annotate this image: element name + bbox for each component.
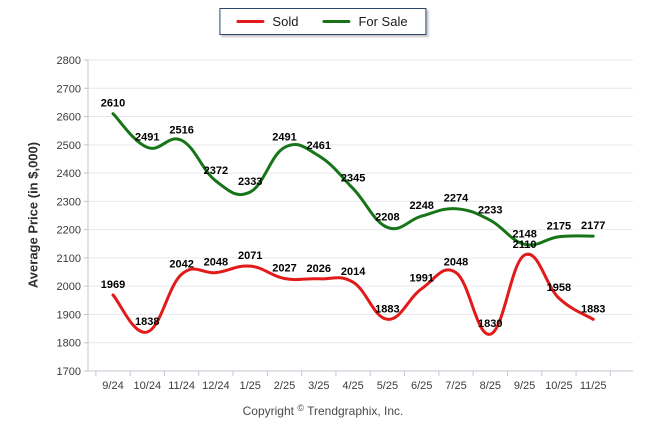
x-tick-label: 12/24 xyxy=(202,380,230,392)
data-label: 2177 xyxy=(581,220,605,232)
y-tick-label: 2500 xyxy=(57,140,81,152)
for-sale-line xyxy=(111,112,595,247)
data-label: 1969 xyxy=(101,279,125,291)
x-tick-label: 8/25 xyxy=(480,380,501,392)
y-tick-label: 1700 xyxy=(57,366,81,378)
x-tick-label: 11/25 xyxy=(580,380,607,392)
x-tick-label: 2/25 xyxy=(274,380,295,392)
data-label: 2274 xyxy=(444,193,469,205)
data-label: 2491 xyxy=(272,131,296,143)
x-tick-label: 10/24 xyxy=(134,380,162,392)
data-label: 1883 xyxy=(375,303,399,315)
data-label: 2345 xyxy=(341,173,365,185)
y-tick-label: 2000 xyxy=(57,281,81,293)
y-tick-label: 2100 xyxy=(57,253,81,265)
data-label: 1883 xyxy=(581,303,605,315)
data-label: 2516 xyxy=(169,124,193,136)
data-label: 2372 xyxy=(204,165,228,177)
y-tick-label: 2700 xyxy=(57,83,81,95)
y-tick-label: 1800 xyxy=(57,338,81,350)
data-label: 2042 xyxy=(169,258,193,270)
data-label: 2491 xyxy=(135,131,159,143)
data-label: 2333 xyxy=(238,176,262,188)
copyright-text: Copyright © Trendgraphix, Inc. xyxy=(0,403,646,418)
x-tick-label: 1/25 xyxy=(239,380,260,392)
copyright-prefix: Copyright xyxy=(242,404,294,418)
copyright-symbol: © xyxy=(297,403,304,413)
x-tick-label: 3/25 xyxy=(308,380,329,392)
sold-line-swatch xyxy=(236,20,265,23)
data-label: 2026 xyxy=(307,263,331,275)
data-label: 2610 xyxy=(101,98,125,110)
data-label: 2248 xyxy=(409,200,433,212)
y-tick-label: 2300 xyxy=(57,196,81,208)
data-label: 2208 xyxy=(375,211,399,223)
x-tick-label: 9/25 xyxy=(514,380,535,392)
x-tick-label: 4/25 xyxy=(342,380,363,392)
y-tick-label: 1900 xyxy=(57,309,81,321)
legend-item-for-sale: For Sale xyxy=(322,14,408,29)
data-label: 2148 xyxy=(512,228,536,240)
x-tick-label: 11/24 xyxy=(168,380,195,392)
data-label: 2233 xyxy=(478,204,502,216)
y-tick-label: 2800 xyxy=(57,55,81,67)
data-label: 2048 xyxy=(444,257,468,269)
data-label: 2048 xyxy=(204,257,228,269)
y-tick-label: 2400 xyxy=(57,168,81,180)
x-tick-label: 9/24 xyxy=(102,380,123,392)
sold-legend-label: Sold xyxy=(272,14,299,29)
x-tick-label: 10/25 xyxy=(545,380,573,392)
for-sale-line-swatch xyxy=(322,20,351,23)
x-tick-label: 7/25 xyxy=(445,380,466,392)
data-label: 1991 xyxy=(409,273,433,285)
legend-item-sold: Sold xyxy=(236,14,298,29)
x-tick-label: 5/25 xyxy=(377,380,398,392)
data-label: 2071 xyxy=(238,250,262,262)
y-tick-label: 2600 xyxy=(57,112,81,124)
copyright-company: Trendgraphix, Inc. xyxy=(307,404,404,418)
data-label: 2027 xyxy=(272,263,296,275)
data-label: 1838 xyxy=(135,316,159,328)
data-label: 1830 xyxy=(478,318,502,330)
for-sale-legend-label: For Sale xyxy=(358,14,408,29)
data-label: 2110 xyxy=(513,239,537,251)
data-label: 1958 xyxy=(547,282,571,294)
y-tick-label: 2200 xyxy=(57,225,81,237)
data-label: 2175 xyxy=(547,221,571,233)
data-label: 2461 xyxy=(307,140,331,152)
x-tick-label: 6/25 xyxy=(411,380,432,392)
legend-box: Sold For Sale xyxy=(219,8,427,35)
data-label: 2014 xyxy=(341,266,366,278)
sold-line xyxy=(111,252,595,336)
